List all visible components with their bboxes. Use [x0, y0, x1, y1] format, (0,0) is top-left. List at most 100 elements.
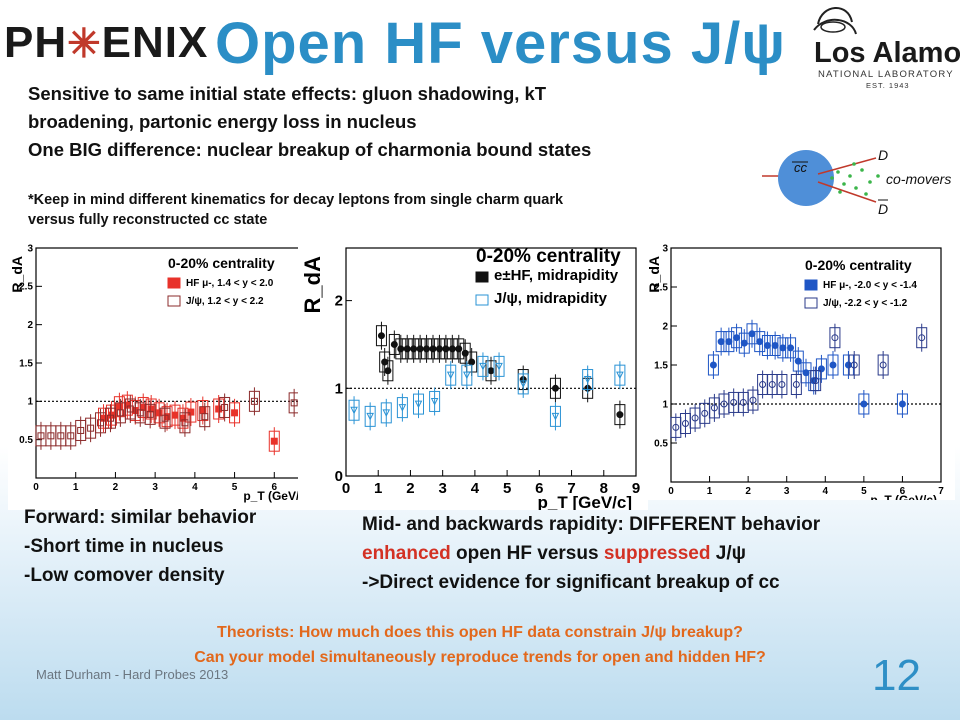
data-point	[397, 345, 405, 353]
x-tick-label: 1	[73, 482, 79, 493]
data-point	[812, 377, 820, 385]
data-point	[250, 397, 258, 405]
y-tick-label: 2.5	[654, 282, 668, 293]
phenix-logo: PH✳ENIX	[4, 18, 209, 67]
data-point	[442, 345, 450, 353]
page-number: 12	[872, 651, 921, 700]
chart-backward: 0 1 2 3 4 5 6 7 0.5 1 1.5 2 2.5 3 p_T (GeV/c) R_dA 0-20%…	[645, 240, 955, 500]
y-tick-label: 0.5	[654, 438, 668, 449]
data-point	[802, 369, 810, 377]
data-point	[779, 344, 787, 352]
x-tick-label: 7	[567, 480, 575, 497]
data-point	[171, 411, 179, 419]
x-tick-label: 4	[471, 480, 480, 497]
data-point	[768, 381, 776, 388]
data-point	[725, 338, 733, 346]
data-point	[377, 332, 385, 340]
y-tick-label: 1	[27, 397, 33, 408]
chart-midrapidity: 0 1 2 3 4 5 6 7 8 9 0 1 2 p_T [GeV/c] R_dA 0-20% centra…	[298, 240, 648, 510]
data-point	[794, 357, 802, 365]
y-tick-label: 2.5	[19, 282, 33, 293]
lanl-logo: Los Alamos NATIONAL LABORATORY EST. 1943	[813, 7, 960, 90]
y-tick-label: 2	[662, 321, 668, 332]
data-point	[479, 362, 487, 371]
data-point	[792, 381, 800, 388]
data-point	[720, 400, 728, 408]
plot-frame	[345, 247, 637, 477]
data-point	[495, 362, 503, 371]
data-point	[403, 345, 411, 353]
svg-text:D: D	[878, 201, 888, 217]
data-point	[187, 408, 195, 416]
bullet-line: One BIG difference: nuclear breakup of c…	[28, 139, 592, 160]
data-point	[831, 334, 839, 342]
data-point	[691, 414, 699, 422]
y-tick-label: 1.5	[19, 358, 33, 369]
legend-swatch	[167, 295, 181, 307]
data-point	[681, 420, 689, 427]
forward-caption: Forward: similar behavior -Short time in…	[24, 507, 257, 586]
y-tick-label: 3	[662, 243, 668, 254]
data-point	[423, 345, 431, 353]
x-tick-label: 0	[342, 480, 350, 497]
data-point	[616, 371, 624, 380]
data-point	[57, 432, 65, 440]
lanl-name: Los Alamos	[814, 37, 960, 69]
x-tick-label: 2	[406, 480, 414, 497]
legend-title: 0-20% centrality	[805, 257, 912, 273]
x-axis-label: p_T [GeV/c]	[538, 493, 632, 510]
data-point	[749, 396, 757, 404]
data-point	[155, 409, 163, 417]
data-point	[382, 409, 391, 417]
data-point	[918, 334, 926, 342]
theorists-question: Theorists: How much does this open HF da…	[194, 624, 766, 666]
y-axis-label: R_dA	[300, 256, 325, 314]
data-point	[844, 361, 852, 369]
legend-title: 0-20% centrality	[168, 255, 275, 271]
data-point	[87, 424, 95, 432]
x-tick-label: 4	[192, 482, 198, 493]
svg-text:D: D	[878, 147, 888, 163]
data-point	[551, 384, 559, 392]
data-point	[778, 381, 786, 388]
data-point	[350, 406, 358, 415]
legend-entry: J/ψ, -2.2 < y < -1.2	[823, 298, 908, 309]
data-point	[290, 399, 298, 407]
x-tick-label: 3	[438, 480, 446, 497]
lanl-est: EST. 1943	[866, 81, 910, 90]
x-tick-label: 8	[600, 480, 608, 497]
data-point	[47, 432, 55, 440]
data-point	[446, 371, 455, 380]
legend-swatch	[475, 294, 489, 306]
y-tick-label: 2	[335, 293, 343, 310]
data-point	[748, 330, 756, 338]
data-point	[231, 409, 239, 417]
data-point	[730, 398, 738, 406]
data-point	[463, 371, 471, 380]
data-point	[771, 342, 779, 349]
x-tick-label: 6	[535, 480, 543, 497]
chart-forward: 0 1 2 3 4 5 6 70.511.522.53p_T (GeV/c)R_dA 0-20%…	[8, 240, 328, 510]
data-point	[672, 423, 680, 431]
x-tick-label: 4	[823, 486, 829, 497]
data-point	[116, 409, 124, 417]
y-tick-label: 1	[335, 380, 343, 397]
data-point	[709, 361, 717, 369]
x-axis-label: p_T (GeV/c)	[243, 489, 310, 503]
legend-swatch	[804, 297, 818, 309]
y-tick-label: 2	[27, 320, 33, 331]
data-point	[161, 414, 169, 422]
y-tick-label: 1.5	[654, 360, 668, 371]
x-tick-label: 7	[938, 486, 944, 497]
data-point	[398, 404, 407, 412]
x-tick-label: 6	[272, 482, 278, 493]
data-point	[733, 334, 741, 342]
legend-entry: J/ψ, midrapidity	[494, 290, 608, 307]
data-point	[787, 344, 795, 352]
data-point	[126, 405, 134, 413]
legend-swatch	[167, 277, 181, 289]
y-tick-label: 0	[335, 468, 343, 485]
data-point	[366, 412, 374, 421]
data-point	[270, 437, 278, 445]
data-point	[583, 376, 592, 384]
